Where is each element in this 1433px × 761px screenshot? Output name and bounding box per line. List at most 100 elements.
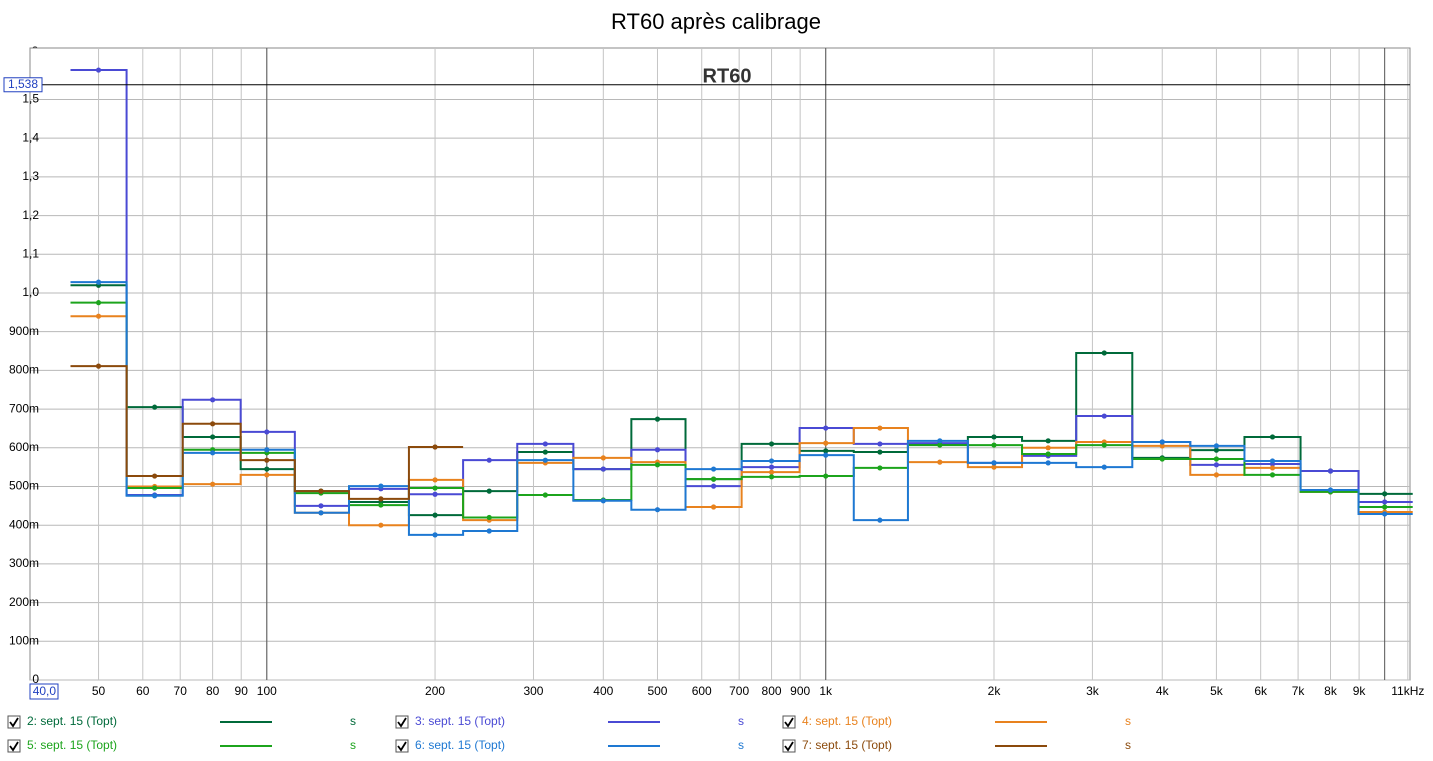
data-point xyxy=(654,507,661,513)
data-point xyxy=(823,448,829,454)
y-tick-label: 500m xyxy=(9,479,39,493)
data-point xyxy=(1213,472,1220,478)
data-point xyxy=(1045,438,1051,444)
data-point xyxy=(991,464,997,470)
legend-check xyxy=(784,741,794,752)
data-point xyxy=(768,474,775,480)
y-tick-label: 300m xyxy=(9,556,39,570)
y-tick-label: 1,4 xyxy=(22,130,39,144)
y-tick-label: 900m xyxy=(9,324,39,338)
data-point xyxy=(1101,442,1107,448)
data-point xyxy=(432,512,438,518)
series-layer xyxy=(70,67,1413,538)
data-point xyxy=(710,466,717,472)
x-tick-label: 200 xyxy=(425,684,445,698)
y-tick-label: 0 xyxy=(32,672,39,686)
data-point xyxy=(877,517,883,523)
data-point xyxy=(318,488,324,494)
data-point xyxy=(264,466,270,472)
data-point xyxy=(486,488,492,494)
x-tick-label: 2k xyxy=(988,684,1002,698)
legend-item: 4: sept. 15 (Topt) s xyxy=(782,714,1131,729)
data-point xyxy=(264,429,270,435)
data-point xyxy=(877,449,883,455)
legend-checkbox[interactable] xyxy=(7,739,21,753)
data-point xyxy=(1213,456,1220,462)
x-tick-label: 7k xyxy=(1292,684,1306,698)
legend-label: 7: sept. 15 (Topt) xyxy=(802,738,892,752)
legend-checkbox[interactable] xyxy=(395,739,409,753)
x-tick-label: 90 xyxy=(235,684,249,698)
data-point xyxy=(264,457,270,463)
data-point xyxy=(95,300,102,306)
x-tick-label: 9k xyxy=(1353,684,1367,698)
legend-unit: s xyxy=(738,738,744,752)
data-point xyxy=(152,493,158,499)
x-cursor-label: 40,0 xyxy=(33,684,57,698)
data-point xyxy=(1045,445,1051,451)
x-tick-label: 400 xyxy=(593,684,613,698)
data-point xyxy=(378,502,384,508)
legend-checkbox[interactable] xyxy=(395,715,409,729)
x-tick-label: 80 xyxy=(206,684,220,698)
data-point xyxy=(823,473,829,479)
x-tick-label: 60 xyxy=(136,684,150,698)
legend-item: 2: sept. 15 (Topt) s xyxy=(7,714,356,729)
legend-check xyxy=(9,717,19,728)
data-point xyxy=(210,450,216,456)
data-point xyxy=(991,442,997,448)
data-point xyxy=(1159,456,1165,462)
data-point xyxy=(542,449,548,455)
data-point xyxy=(937,442,943,448)
data-point xyxy=(378,522,384,528)
data-point xyxy=(877,441,883,447)
data-point xyxy=(542,457,548,463)
legend-check xyxy=(9,741,19,752)
y-cursor-label: 1,538 xyxy=(8,77,38,91)
legend-label: 2: sept. 15 (Topt) xyxy=(27,714,117,728)
data-point xyxy=(432,491,438,497)
data-point xyxy=(542,441,548,447)
data-point xyxy=(432,485,438,491)
data-point xyxy=(1269,472,1276,478)
data-point xyxy=(210,481,216,487)
data-point xyxy=(1159,443,1165,449)
data-point xyxy=(937,438,943,444)
data-point xyxy=(654,447,661,453)
legend-checkbox[interactable] xyxy=(782,715,796,729)
legend-check xyxy=(784,717,794,728)
data-point xyxy=(264,472,270,478)
x-tick-label: 300 xyxy=(523,684,543,698)
data-point xyxy=(768,464,775,470)
y-tick-label: 1,0 xyxy=(22,285,39,299)
data-point xyxy=(991,434,997,440)
x-tick-label: 800 xyxy=(762,684,782,698)
data-point xyxy=(768,469,775,475)
data-point xyxy=(1213,462,1220,468)
x-tick-label: 900 xyxy=(790,684,810,698)
legend: 2: sept. 15 (Topt) s 3: sept. 15 (Topt) s 4:… xyxy=(7,714,1131,753)
data-point xyxy=(152,473,158,479)
legend-item: 3: sept. 15 (Topt) s xyxy=(395,714,744,729)
data-point xyxy=(152,485,158,491)
x-tick-label: 100 xyxy=(257,684,277,698)
data-point xyxy=(1101,464,1107,470)
data-point xyxy=(210,397,216,403)
data-point xyxy=(210,421,216,427)
x-tick-label: 700 xyxy=(729,684,749,698)
data-point xyxy=(768,458,775,464)
data-point xyxy=(486,528,492,534)
plot-area xyxy=(29,47,1411,681)
data-point xyxy=(1327,468,1334,474)
legend-checkbox[interactable] xyxy=(7,715,21,729)
data-point xyxy=(991,460,997,466)
data-point xyxy=(600,466,606,472)
legend-checkbox[interactable] xyxy=(782,739,796,753)
y-cursor-box xyxy=(3,77,43,93)
x-tick-label: 6k xyxy=(1254,684,1268,698)
x-tick-label: 1k xyxy=(819,684,833,698)
data-point xyxy=(1269,458,1276,464)
y-tick-label: 1,5 xyxy=(22,92,39,106)
legend-unit: s xyxy=(1125,714,1131,728)
